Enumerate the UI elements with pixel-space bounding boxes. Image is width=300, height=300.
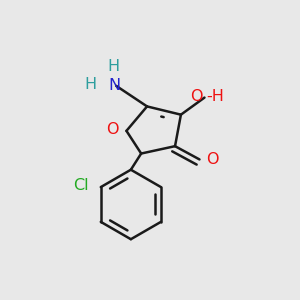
Text: O: O [206,152,218,167]
Text: O: O [106,122,118,137]
Text: Cl: Cl [73,178,88,193]
Text: O: O [190,89,203,104]
Text: N: N [109,78,121,93]
Text: -H: -H [206,89,224,104]
Text: H: H [85,77,97,92]
Text: H: H [107,59,119,74]
